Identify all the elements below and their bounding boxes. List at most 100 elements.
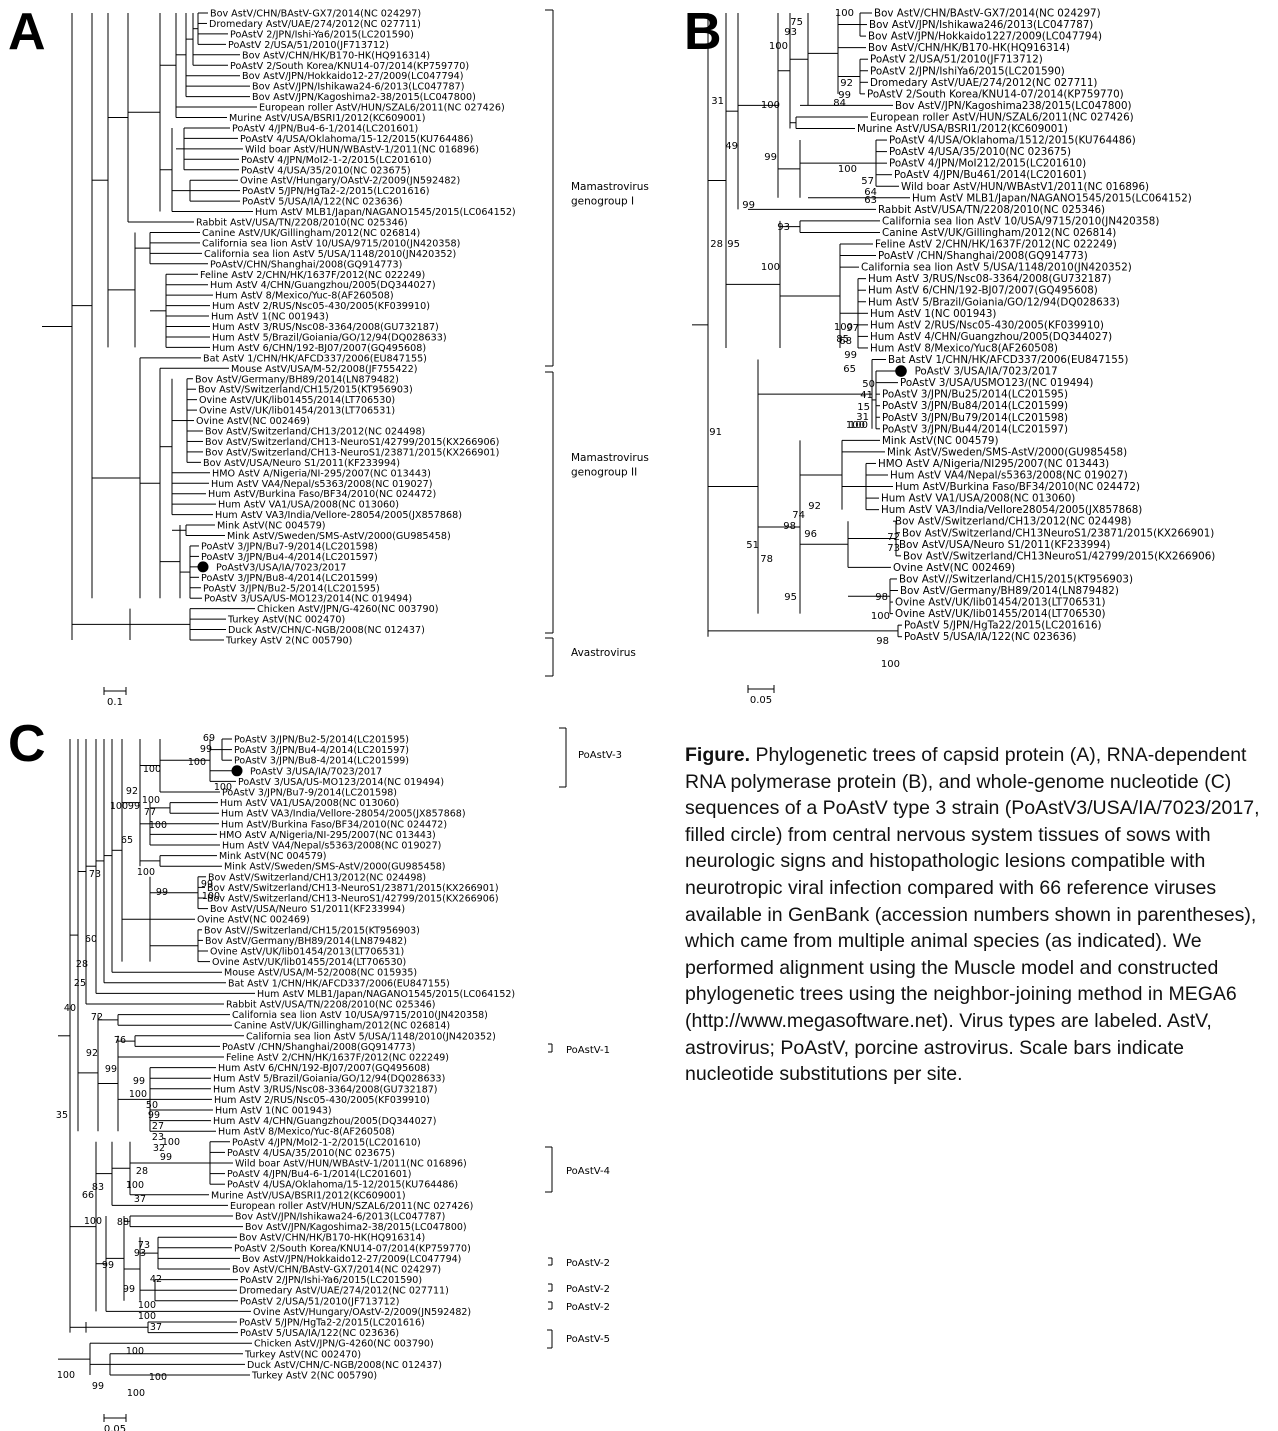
bootstrap-value: 97 bbox=[846, 323, 859, 334]
bootstrap-value: 75 bbox=[790, 17, 803, 28]
taxon-label: PoAstV 2/JPN/Ishi-Ya6/2015(LC201590) bbox=[240, 1275, 422, 1286]
bootstrap-value: 95 bbox=[784, 592, 797, 603]
taxon-label: PoAstV 2/JPN/IshiYa6/2015(LC201590) bbox=[870, 65, 1065, 77]
bootstrap-value: 32 bbox=[153, 1143, 165, 1154]
taxon-label: Wild boar AstV/HUN/WBAstV-1/2011(NC 0168… bbox=[235, 1159, 467, 1170]
bootstrap-value: 100 bbox=[143, 764, 161, 775]
bootstrap-value: 31 bbox=[711, 96, 724, 107]
taxon-label: Hum AstV 8/Mexico/Yuc8(AF260508) bbox=[870, 342, 1058, 354]
bootstrap-value: 51 bbox=[746, 540, 759, 551]
taxon-label: European roller AstV/HUN/SZAL6/2011(NC 0… bbox=[259, 103, 505, 114]
taxon-label: Mink AstV(NC 004579) bbox=[882, 435, 999, 447]
bootstrap-value: 99 bbox=[156, 887, 168, 898]
taxon-label: PoAstV 5/JPN/HgTa2-2/2015(LC201616) bbox=[242, 186, 430, 197]
taxon-label: Bov AstV/JPN/Hokkaido1227/2009(LC047794) bbox=[868, 31, 1102, 43]
taxon-label: PoAstV 3/JPN/Bu8-4/2014(LC201599) bbox=[234, 756, 409, 767]
taxon-label: Bov AstV/Switzerland/CH13/2012(NC 024498… bbox=[895, 516, 1131, 528]
bootstrap-value: 100 bbox=[881, 659, 900, 670]
taxon-label: Bov AstV/Germany/BH89/2014(LN879482) bbox=[205, 936, 407, 947]
bootstrap-value: 99 bbox=[160, 1152, 172, 1163]
bootstrap-value: 49 bbox=[725, 141, 738, 152]
taxon-label: Bov AstV/JPN/Hokkaido12-27/2009(LC047794… bbox=[242, 71, 464, 82]
taxon-label: Bat AstV 1/CHN/HK/AFCD337/2006(EU847155) bbox=[203, 353, 427, 364]
bootstrap-value: 92 bbox=[808, 501, 821, 512]
taxon-label: PoAstV 4/JPN/Bu4-6-1/2014(LC201601) bbox=[232, 123, 418, 134]
taxon-label: HMO AstV A/Nigeria/NI-295/2007(NC 013443… bbox=[219, 830, 436, 841]
taxon-label: Bov AstV/Switzerland/CH13/2012(NC 024498… bbox=[205, 427, 425, 438]
bootstrap-value: 37 bbox=[150, 1322, 162, 1333]
tree-panel-a: A Bov AstV/CHN/BAstV-GX7/2014(NC 024297)… bbox=[0, 0, 660, 720]
taxon-label: Mink AstV(NC 004579) bbox=[217, 521, 326, 532]
bootstrap-value: 64 bbox=[864, 187, 877, 198]
taxon-label: Bov AstV/CHN/HK/B170-HK(HQ916314) bbox=[242, 50, 430, 61]
taxon-label: Feline AstV 2/CHN/HK/1637F/2012(NC 02224… bbox=[200, 270, 425, 281]
bootstrap-value: 40 bbox=[64, 1003, 76, 1014]
bootstrap-value: 68 bbox=[839, 336, 852, 347]
taxon-label: Hum AstV 8/Mexico/Yuc-8(AF260508) bbox=[215, 291, 394, 302]
taxon-label: HMO AstV A/Nigeria/NI295/2007(NC 013443) bbox=[878, 458, 1109, 470]
taxon-label: Bov AstV/JPN/Kagoshima238/2015(LC047800) bbox=[895, 100, 1132, 112]
tree-b: Bov AstV/CHN/BAstV-GX7/2014(NC 024297) Bo… bbox=[692, 8, 1215, 706]
taxon-label: Hum AstV VA1/USA/2008(NC 013060) bbox=[220, 798, 399, 809]
bootstrap-value: 93 bbox=[134, 1248, 146, 1259]
taxon-label: Hum AstV 1(NC 001943) bbox=[211, 312, 329, 323]
taxon-label: PoAstV 5/JPN/HgTa22/2015(LC201616) bbox=[904, 620, 1102, 632]
taxon-label: Hum AstV 2/RUS/Nsc05-430/2005(KF039910) bbox=[214, 1095, 430, 1106]
bootstrap-value: 100 bbox=[127, 1388, 145, 1399]
taxon-label: Hum AstV 3/RUS/Nsc08-3364/2008(GU732187) bbox=[213, 1084, 438, 1095]
taxon-label: Hum AstV 6/CHN/192-BJ07/2007(GQ495608) bbox=[868, 285, 1098, 297]
taxon-label: Bat AstV 1/CHN/HK/AFCD337/2006(EU847155) bbox=[888, 354, 1128, 366]
taxon-label: Canine AstV/UK/Gillingham/2012(NC 026814… bbox=[882, 227, 1116, 239]
bootstrap-value: 100 bbox=[846, 420, 865, 431]
bootstrap-value: 100 bbox=[761, 100, 780, 111]
bootstrap-value: 99 bbox=[844, 350, 857, 361]
taxon-label: Hum AstV VA3/India/Vellore-28054/2005(JX… bbox=[221, 809, 466, 820]
taxon-label: Ovine AstV/Hungary/OAstV-2/2009(JN592482… bbox=[253, 1307, 471, 1318]
bootstrap-value: 99 bbox=[123, 1284, 135, 1295]
taxon-label: PoAstV 4/USA/Oklahoma/15-12/2015(KU76448… bbox=[227, 1180, 458, 1191]
taxon-label: Hum AstV 6/CHN/192-BJ07/2007(GQ495608) bbox=[218, 1063, 430, 1074]
taxon-label: Bov AstV/CHN/BAstV-GX7/2014(NC 024297) bbox=[874, 8, 1101, 20]
taxon-label: Murine AstV/USA/BSRI1/2012(KC609001) bbox=[229, 113, 426, 124]
bootstrap-value: 100 bbox=[137, 867, 155, 878]
taxon-label: Bov AstV/JPN/Hokkaido12-27/2009(LC047794… bbox=[242, 1254, 461, 1265]
taxon-label: Bov AstV/Switzerland/CH13-NeuroS1/23871/… bbox=[205, 447, 499, 458]
bootstrap-value: 85 bbox=[836, 334, 849, 345]
taxon-label: PoAstV 3/JPN/Bu4-4/2014(LC201597) bbox=[201, 552, 378, 563]
taxon-label: PoAstV 3/JPN/Bu8-4/2014(LC201599) bbox=[201, 573, 378, 584]
group-label: PoAstV-3 bbox=[578, 750, 622, 761]
taxon-label: Hum AstV MLB1/Japan/NAGANO1545/2015(LC06… bbox=[257, 989, 515, 1000]
query-strain-marker bbox=[231, 765, 243, 777]
taxon-label: PoAstV 3/USA/US-MO123/2014(NC 019494) bbox=[238, 777, 444, 788]
bootstrap-value: 99 bbox=[133, 1076, 145, 1087]
taxon-label: Ovine AstV(NC 002469) bbox=[893, 562, 1015, 574]
taxon-label: Turkey AstV 2(NC 005790) bbox=[225, 636, 352, 647]
taxon-label: Duck AstV/CHN/C-NGB/2008(NC 012437) bbox=[247, 1360, 442, 1371]
taxon-label: California sea lion AstV 10/USA/9715/201… bbox=[232, 1010, 488, 1021]
taxon-label: Bov AstV/JPN/Kagoshima2-38/2015(LC047800… bbox=[252, 92, 476, 103]
taxon-label: Ovine AstV/UK/lib01454/2013(LT706531) bbox=[199, 406, 395, 417]
taxon-label: Mink AstV(NC 004579) bbox=[219, 851, 327, 862]
taxon-label: Bov AstV/USA/Neuro S1/2011(KF233994) bbox=[203, 458, 400, 469]
bootstrap-value: 25 bbox=[74, 978, 86, 989]
bootstrap-value: 73 bbox=[138, 1240, 150, 1251]
bootstrap-value: 63 bbox=[864, 195, 877, 206]
taxon-label: Bat AstV 1/CHN/HK/AFCD337/2006(EU847155) bbox=[228, 978, 450, 989]
taxon-label: PoAstV 4/JPN/MoI2-1-2/2015(LC201610) bbox=[232, 1137, 421, 1148]
taxon-label: Bov AstV/Switzerland/CH13NeuroS1/42799/2… bbox=[903, 550, 1215, 562]
taxon-label: Chicken AstV/JPN/G-4260(NC 003790) bbox=[254, 1339, 434, 1350]
bootstrap-value: 92 bbox=[126, 786, 138, 797]
bootstrap-value: 23 bbox=[152, 1132, 164, 1143]
caption-label: Figure. bbox=[685, 744, 751, 766]
bootstrap-value: 77 bbox=[144, 807, 156, 818]
bootstrap-value: 76 bbox=[114, 1035, 126, 1046]
taxon-label: Bov AstV/Germany/BH89/2014(LN879482) bbox=[195, 374, 399, 385]
bootstrap-value: 100 bbox=[202, 891, 220, 902]
taxon-label: PoAstV 3/JPN/Bu84/2014(LC201599) bbox=[882, 400, 1068, 412]
group-label: genogroup I bbox=[571, 196, 634, 208]
taxon-label: Turkey AstV(NC 002470) bbox=[227, 615, 345, 626]
bootstrap-value: 99 bbox=[148, 1110, 160, 1121]
group-label: PoAstV-2 bbox=[566, 1284, 610, 1295]
group-label: PoAstV-5 bbox=[566, 1334, 610, 1345]
taxon-label: Rabbit AstV/USA/TN/2208/2010(NC 025346) bbox=[226, 1000, 436, 1011]
